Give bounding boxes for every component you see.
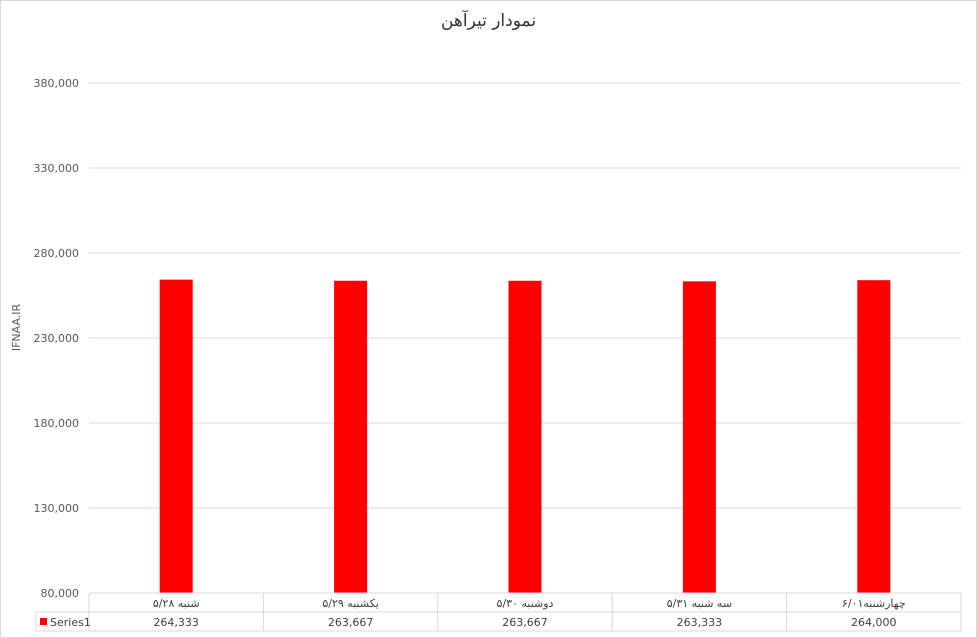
category-label: یکشنبه ۵/۲۹	[322, 597, 378, 610]
category-label: سه شنبه ۵/۳۱	[667, 597, 732, 610]
bar	[508, 280, 542, 593]
bar	[682, 281, 716, 593]
data-label: 263,667	[502, 616, 548, 629]
data-label: 263,667	[328, 616, 374, 629]
legend-swatch	[40, 618, 47, 625]
data-label: 264,000	[851, 616, 897, 629]
legend-series-name: Series1	[50, 616, 91, 629]
data-label: 263,333	[677, 616, 723, 629]
chart-title: نمودار تیرآهن	[440, 11, 537, 31]
bar	[334, 280, 368, 593]
y-tick-label: 330,000	[34, 162, 80, 175]
y-tick-label: 180,000	[34, 417, 80, 430]
y-tick-label: 280,000	[34, 247, 80, 260]
category-label: چهارشنبه۶/۰۱	[842, 597, 906, 610]
bar	[857, 280, 891, 593]
bar	[159, 279, 193, 593]
data-label: 264,333	[153, 616, 199, 629]
y-tick-label: 230,000	[34, 332, 80, 345]
category-label: دوشنبه ۵/۳۰	[497, 597, 554, 610]
y-tick-label: 130,000	[34, 502, 80, 515]
y-tick-label: 380,000	[34, 77, 80, 90]
y-tick-label: 80,000	[41, 587, 80, 600]
category-label: شنبه ۵/۲۸	[153, 597, 200, 610]
